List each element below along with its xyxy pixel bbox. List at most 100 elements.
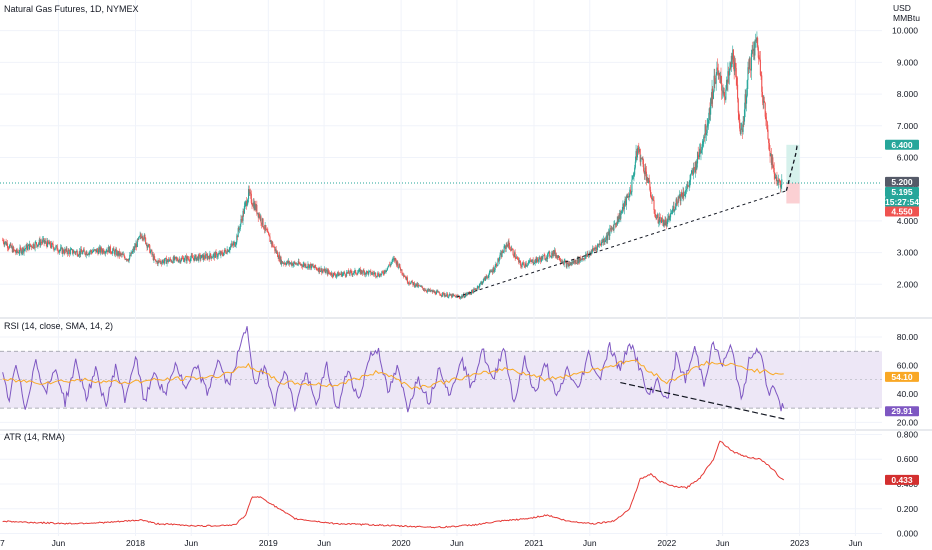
candle-body (400, 269, 402, 271)
candle-body (131, 251, 134, 254)
candle-body (405, 277, 407, 280)
candle-body (2, 239, 4, 241)
candle-body (207, 256, 209, 259)
candle-body (422, 286, 424, 289)
profit-zone[interactable] (786, 144, 800, 183)
candle-body (246, 203, 248, 206)
candle-body (408, 282, 410, 284)
candle-body (306, 266, 308, 268)
candle-body (241, 219, 243, 220)
candle-body (516, 257, 518, 259)
candle-body (663, 222, 665, 226)
candle-body (277, 256, 279, 259)
candle-body (50, 246, 52, 248)
candle-body (766, 121, 768, 130)
candle-body (551, 252, 553, 257)
candle-body (102, 249, 104, 253)
rsi-pane[interactable] (0, 326, 882, 421)
candle-body (33, 243, 35, 248)
candle-body (636, 147, 638, 158)
candle-body (769, 150, 771, 157)
candle-body (651, 197, 653, 200)
candle-body (243, 205, 245, 214)
candle-body (713, 75, 715, 92)
candle-body (433, 290, 435, 293)
candle-body (163, 261, 165, 264)
candle-body (484, 277, 486, 281)
candle-body (163, 260, 165, 264)
candle-body (129, 255, 131, 259)
candle-body (394, 258, 396, 261)
candle-body (365, 272, 367, 275)
candle-body (364, 272, 366, 275)
candle-body (471, 289, 473, 294)
candle-body (323, 270, 325, 272)
candle-body (675, 199, 677, 207)
candle-body (214, 252, 216, 258)
candle-body (420, 285, 422, 287)
y-tick-label: 4.000 (897, 216, 919, 226)
candle-body (358, 269, 360, 272)
candle-body (424, 290, 426, 291)
candle-body (547, 253, 549, 259)
candle-body (330, 272, 332, 276)
candle-body (432, 290, 434, 293)
price-pane[interactable] (0, 31, 882, 300)
rsi-sma-line[interactable] (2, 359, 784, 390)
candle-body (607, 231, 609, 235)
candle-body (699, 148, 701, 154)
candle-body (231, 243, 233, 245)
axes: Jun 2018 Jun 2019 Jun 2020 Jun 2021 Jun 2022 Jun 20… (0, 26, 919, 548)
candle-body (349, 270, 351, 275)
candle-body (454, 295, 456, 297)
candle-body (763, 100, 766, 103)
candle-body (615, 223, 617, 225)
candle-body (99, 247, 101, 253)
candle-body (762, 97, 764, 103)
badge-rsi-sma: 54.10 (891, 372, 913, 382)
price-trendline[interactable] (456, 190, 787, 298)
y-tick-label: 3.000 (897, 248, 919, 258)
candle-body (340, 272, 342, 275)
candle-body (728, 71, 730, 76)
candle-body (141, 236, 143, 238)
candle-body (684, 194, 686, 196)
candle-body (579, 257, 581, 263)
rsi-line[interactable] (2, 326, 785, 413)
candle-body (80, 249, 82, 253)
candle-body (282, 263, 284, 264)
candle-body (547, 252, 549, 254)
candle-body (30, 245, 32, 247)
candle-body (391, 259, 393, 263)
candle-body (593, 248, 595, 250)
candle-body (450, 294, 452, 296)
candle-body (495, 263, 498, 267)
candle-body (94, 249, 96, 251)
atr-line[interactable] (2, 440, 784, 529)
candle-body (744, 94, 746, 110)
candle-body (517, 258, 519, 260)
candle-body (732, 49, 734, 60)
candle-body (201, 255, 203, 258)
candle-body (530, 261, 532, 262)
candle-body (138, 236, 140, 240)
candle-body (734, 62, 737, 69)
rsi-trendline[interactable] (620, 381, 787, 421)
candle-body (344, 272, 346, 274)
candle-body (580, 257, 582, 260)
candle-body (414, 285, 416, 287)
atr-pane-title: ATR (14, RMA) (4, 432, 65, 442)
atr-pane[interactable] (2, 440, 784, 529)
candle-body (127, 260, 129, 262)
candle-body (392, 259, 394, 261)
candle-body (333, 272, 335, 274)
candle-body (722, 90, 724, 94)
candle-body (309, 264, 311, 266)
candle-body (680, 192, 682, 201)
candle-body (248, 189, 250, 193)
x-tick-label: Jun (450, 538, 464, 548)
candle-body (284, 262, 286, 265)
loss-zone[interactable] (786, 182, 800, 204)
candle-body (556, 254, 558, 258)
